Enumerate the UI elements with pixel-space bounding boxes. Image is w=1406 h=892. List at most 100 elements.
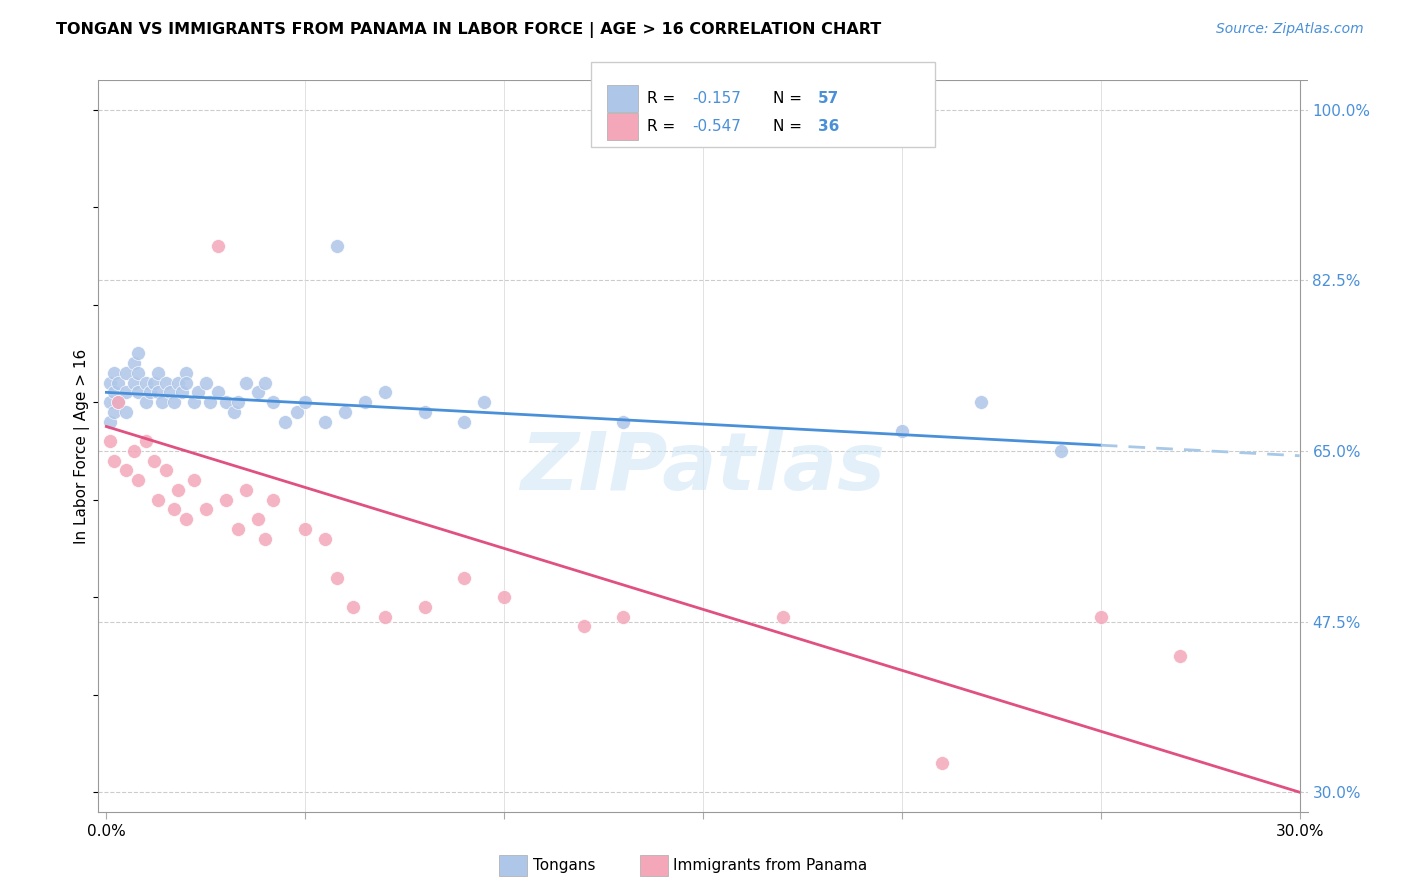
Point [246,385,269,400]
Point [98,395,121,409]
Point [135,395,157,409]
Point [326,571,349,585]
Point [314,415,336,429]
Point [494,590,516,604]
Point [98,415,121,429]
Point [115,385,138,400]
Point [103,405,125,419]
Point [215,492,238,507]
Point [294,395,316,409]
Point [226,522,249,536]
Point [174,512,197,526]
Point [98,376,121,390]
Point [143,376,166,390]
Point [127,473,149,487]
Point [1168,648,1191,663]
Point [194,376,217,390]
Text: 57: 57 [818,91,839,105]
Text: Source: ZipAtlas.com: Source: ZipAtlas.com [1216,22,1364,37]
Point [1090,609,1112,624]
Text: R =: R = [647,120,681,134]
Point [143,453,166,467]
Text: -0.547: -0.547 [692,120,741,134]
Point [194,502,217,516]
Point [122,443,145,458]
Point [294,522,316,536]
Point [222,405,245,419]
Point [163,395,186,409]
Point [135,434,157,449]
Point [115,405,138,419]
Point [374,385,396,400]
Point [107,395,129,409]
Point [453,415,475,429]
Point [262,492,284,507]
Point [333,405,356,419]
Point [103,453,125,467]
Text: -0.157: -0.157 [692,91,741,105]
Point [612,415,634,429]
Point [354,395,377,409]
Point [103,366,125,380]
Point [98,434,121,449]
Point [167,483,190,497]
Point [262,395,284,409]
Text: ZIPatlas: ZIPatlas [520,429,886,507]
Point [772,609,794,624]
Point [122,356,145,370]
Point [246,512,269,526]
Point [970,395,993,409]
Point [135,376,157,390]
Text: Immigrants from Panama: Immigrants from Panama [673,858,868,872]
Point [254,376,277,390]
Point [107,376,129,390]
Point [207,385,229,400]
Point [207,239,229,253]
Point [413,599,436,614]
Point [174,366,197,380]
Point [170,385,193,400]
Point [453,571,475,585]
Point [235,376,257,390]
Text: TONGAN VS IMMIGRANTS FROM PANAMA IN LABOR FORCE | AGE > 16 CORRELATION CHART: TONGAN VS IMMIGRANTS FROM PANAMA IN LABO… [56,22,882,38]
Text: N =: N = [773,91,807,105]
Point [115,463,138,477]
Point [931,756,953,770]
Point [413,405,436,419]
Point [215,395,238,409]
Point [890,425,912,439]
Point [285,405,308,419]
Point [127,346,149,360]
Point [187,385,209,400]
Point [155,463,177,477]
Point [274,415,297,429]
Text: R =: R = [647,91,681,105]
Point [374,609,396,624]
Point [472,395,495,409]
Text: N =: N = [773,120,807,134]
Point [127,385,149,400]
Point [146,492,169,507]
Point [342,599,364,614]
Point [226,395,249,409]
Point [150,395,173,409]
Point [159,385,181,400]
Text: 36: 36 [818,120,839,134]
Point [326,239,349,253]
Point [103,385,125,400]
Point [1050,443,1073,458]
Point [612,609,634,624]
Point [167,376,190,390]
Text: Tongans: Tongans [533,858,595,872]
Point [146,385,169,400]
Point [163,502,186,516]
Point [146,366,169,380]
Point [122,376,145,390]
Point [139,385,162,400]
Point [174,376,197,390]
Point [198,395,221,409]
Point [115,366,138,380]
Y-axis label: In Labor Force | Age > 16: In Labor Force | Age > 16 [75,349,90,543]
Point [183,395,205,409]
Point [235,483,257,497]
